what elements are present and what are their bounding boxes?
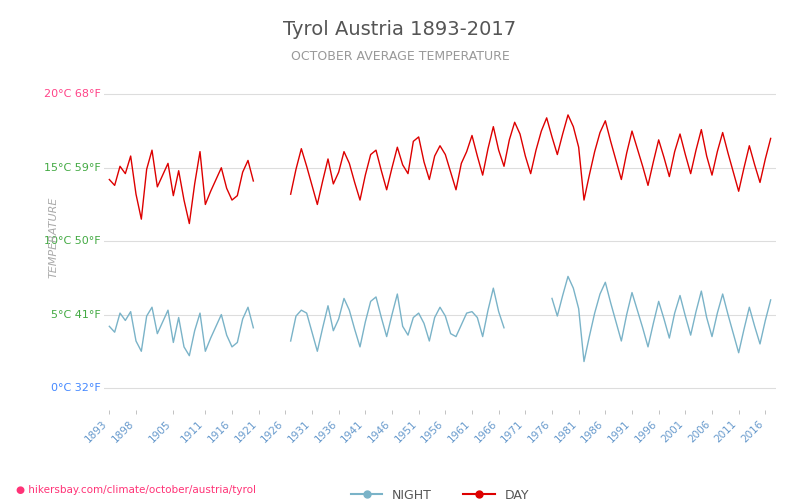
- Text: ● hikersbay.com/climate/october/austria/tyrol: ● hikersbay.com/climate/october/austria/…: [16, 485, 256, 495]
- Text: 20°C 68°F: 20°C 68°F: [44, 90, 101, 100]
- Text: 0°C 32°F: 0°C 32°F: [51, 383, 101, 393]
- Text: 5°C 41°F: 5°C 41°F: [51, 310, 101, 320]
- Text: TEMPERATURE: TEMPERATURE: [49, 197, 58, 278]
- Legend: NIGHT, DAY: NIGHT, DAY: [346, 484, 534, 500]
- Text: 15°C 59°F: 15°C 59°F: [44, 163, 101, 173]
- Text: Tyrol Austria 1893-2017: Tyrol Austria 1893-2017: [283, 20, 517, 39]
- Text: 10°C 50°F: 10°C 50°F: [44, 236, 101, 246]
- Text: OCTOBER AVERAGE TEMPERATURE: OCTOBER AVERAGE TEMPERATURE: [290, 50, 510, 63]
